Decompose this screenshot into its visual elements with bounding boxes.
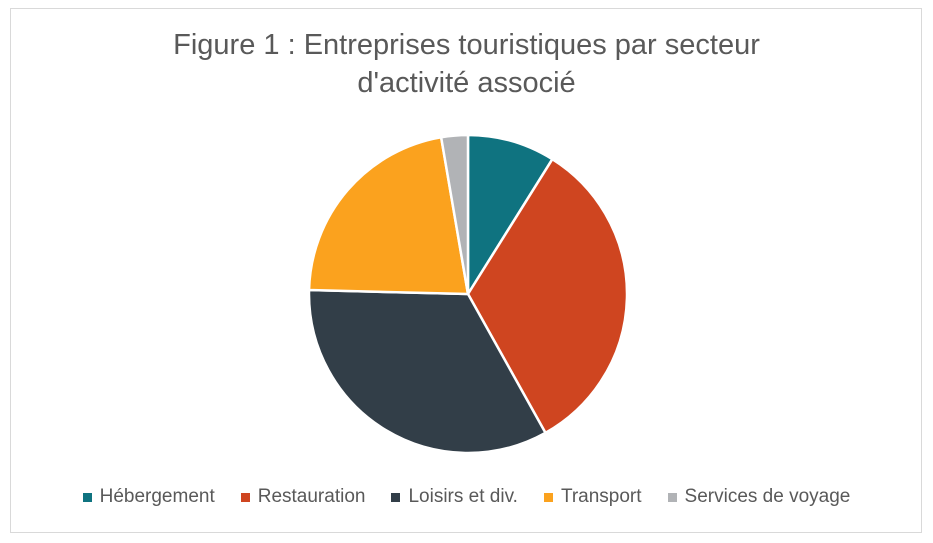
pie-slice-hebergement <box>466 133 554 296</box>
chart-title-line-2: d'activité associé <box>357 67 576 99</box>
legend-label: Hébergement <box>99 486 215 507</box>
pie-slice-loisirs <box>307 288 547 455</box>
legend-item-transport: Transport <box>543 486 642 508</box>
chart-title-line-1: Figure 1 : Entreprises touristiques par … <box>173 29 760 61</box>
legend-swatch <box>543 492 553 502</box>
pie-slice-services-voyage <box>439 133 470 296</box>
legend-item-services-voyage: Services de voyage <box>667 486 851 508</box>
legend-item-restauration: Restauration <box>240 486 366 508</box>
legend-label: Transport <box>560 486 642 507</box>
legend-label: Services de voyage <box>684 486 851 507</box>
legend-swatch <box>82 492 92 502</box>
chart-legend: Hébergement Restauration Loisirs et div. Tr… <box>0 486 933 508</box>
legend-swatch <box>667 492 677 502</box>
chart-title: Figure 1 : Entreprises touristiques par … <box>0 26 933 102</box>
legend-swatch <box>391 492 401 502</box>
pie-slice-transport <box>307 136 470 296</box>
legend-label: Restauration <box>257 486 366 507</box>
legend-swatch <box>240 492 250 502</box>
legend-item-loisirs: Loisirs et div. <box>391 486 518 508</box>
legend-item-hebergement: Hébergement <box>82 486 215 508</box>
legend-label: Loisirs et div. <box>408 486 518 507</box>
